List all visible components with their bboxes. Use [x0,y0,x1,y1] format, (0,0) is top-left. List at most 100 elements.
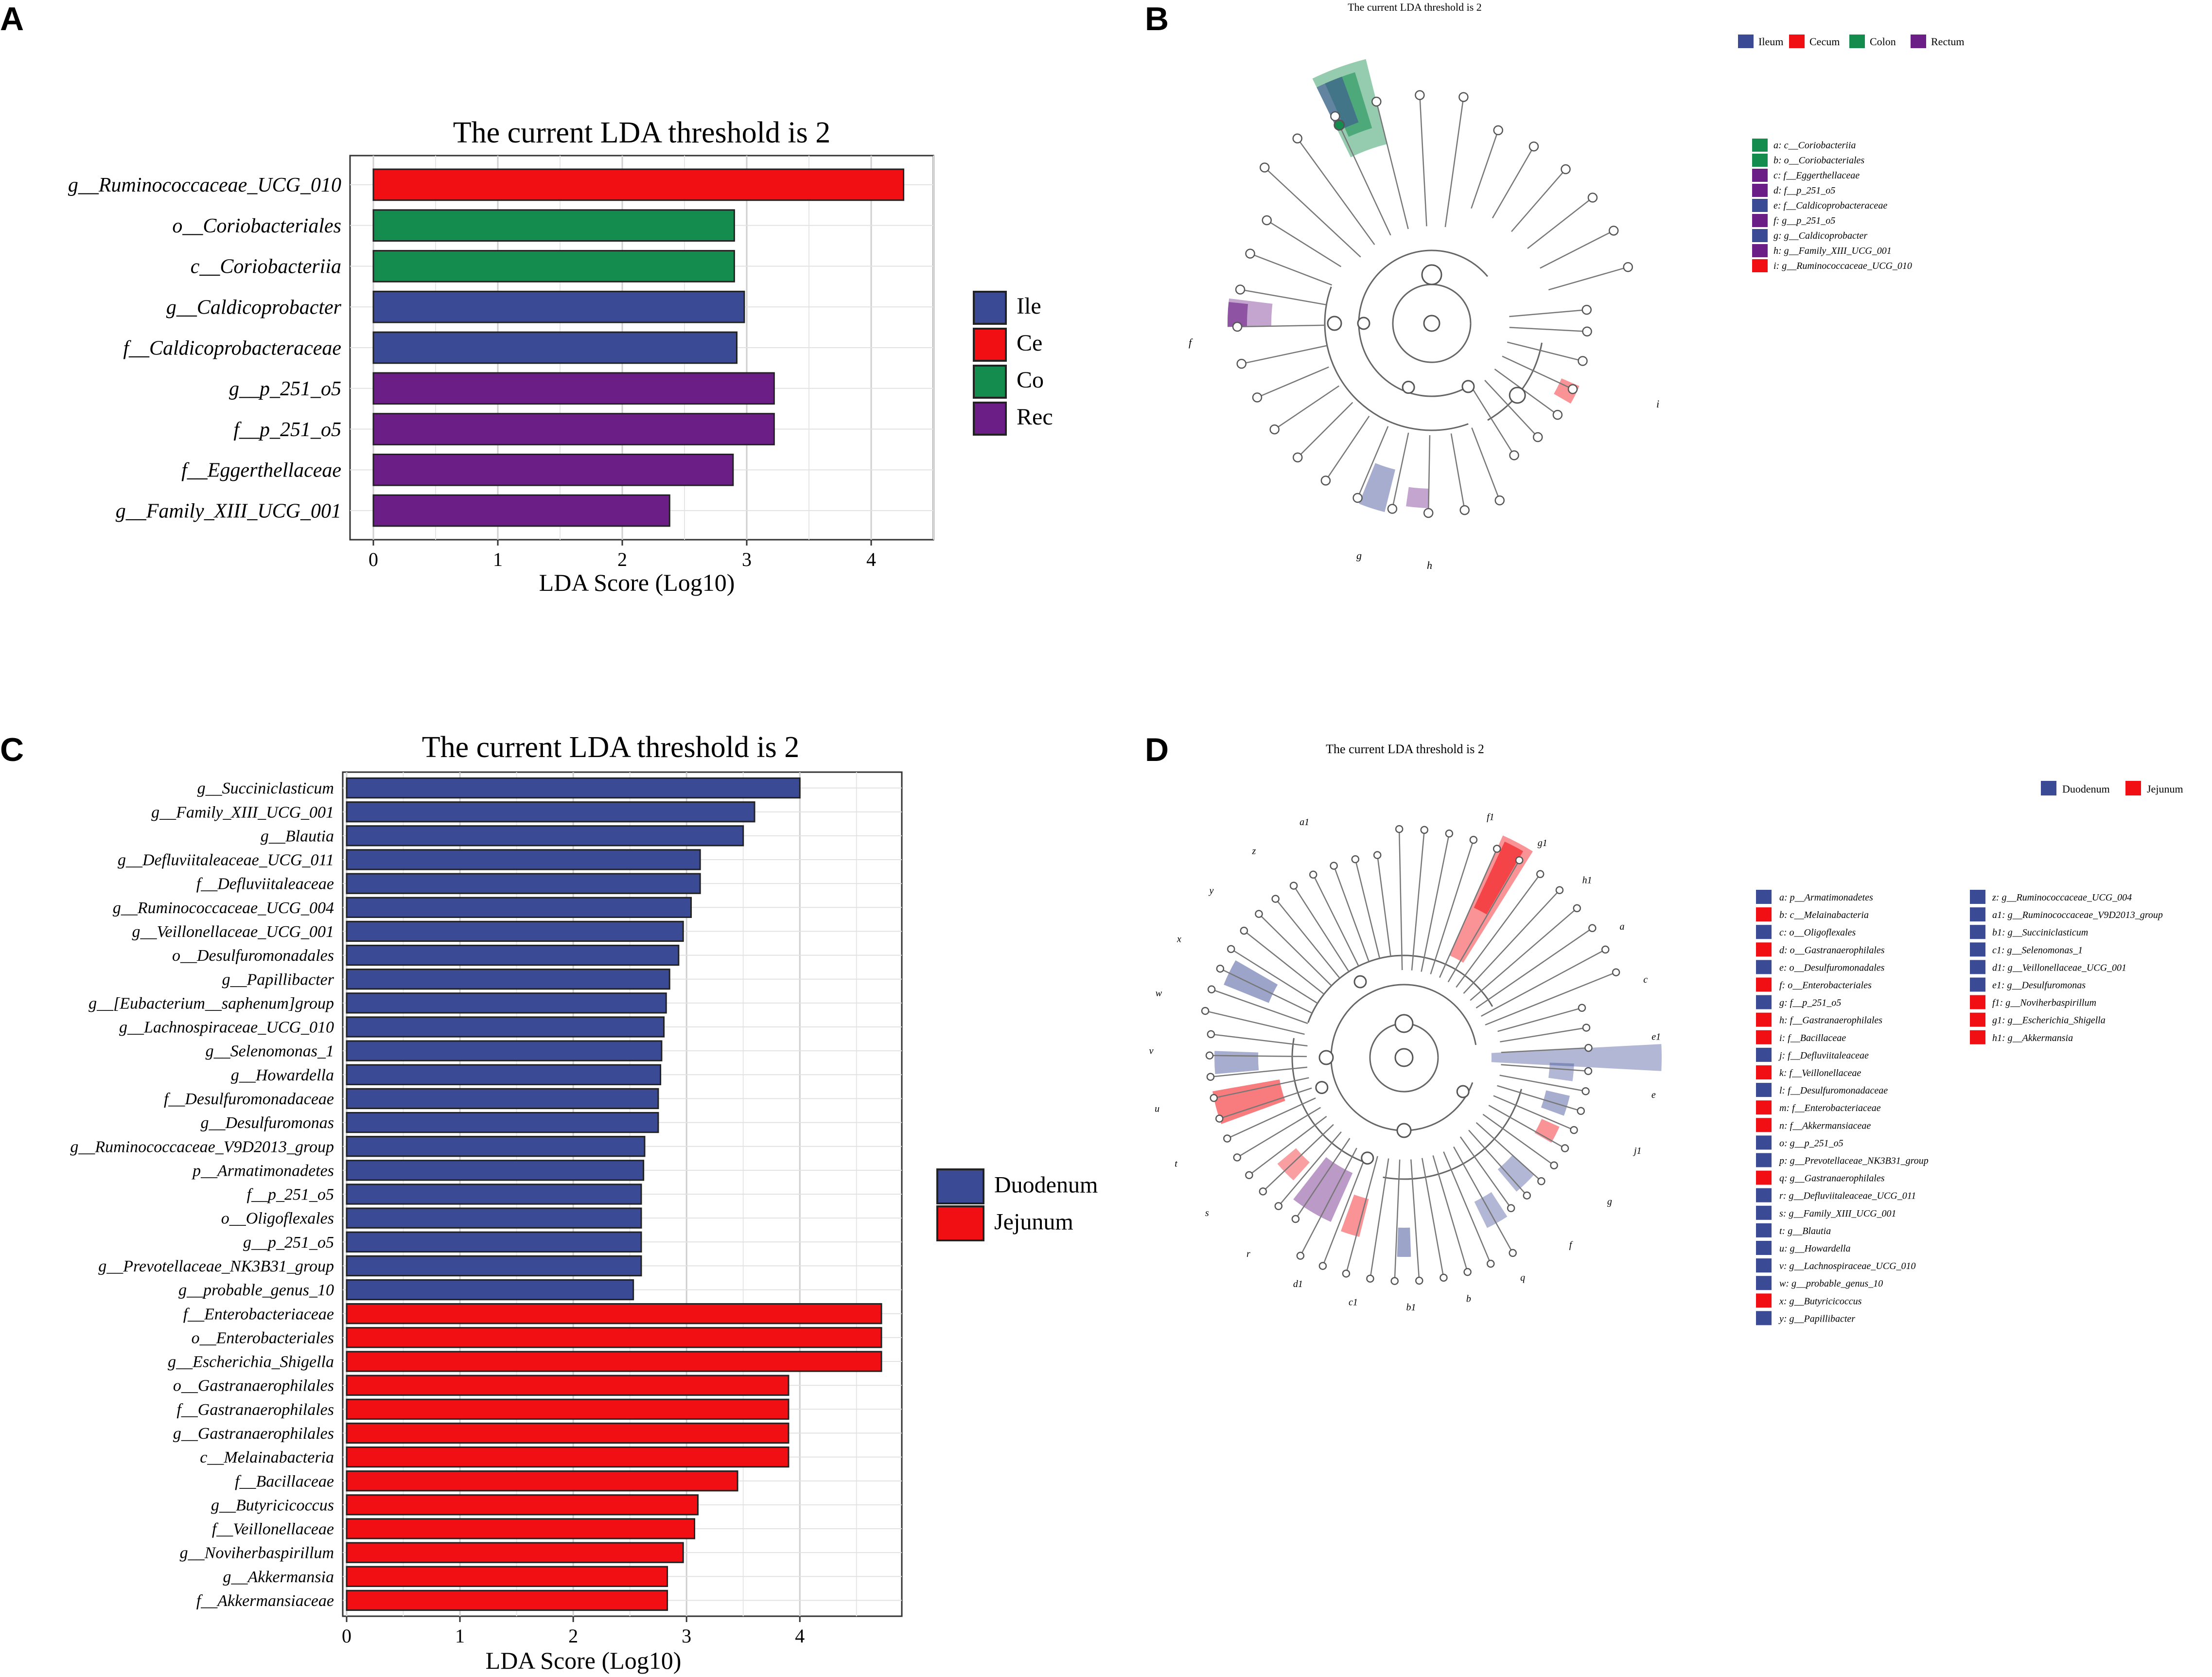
clade-outer-label: c1 [1349,1297,1358,1307]
clade-outer-label: a [1620,921,1625,932]
clade-node [1469,835,1478,844]
taxa-legend-swatch [1756,1276,1772,1290]
clade-outer-label: f [1569,1239,1573,1250]
bar [346,849,701,870]
clade-node [1402,381,1415,394]
bar-label: g__Gastranaerophilales [173,1425,334,1443]
bar [346,1231,642,1253]
group-legend-label: Ileum [1758,35,1783,48]
legend-label: Duodenum [994,1172,1098,1198]
taxa-legend-swatch [1756,1065,1772,1079]
taxa-legend-label: m: f__Enterobacteriaceae [1779,1103,1881,1113]
clade-outer-label: f1 [1487,812,1494,822]
clade-node [1330,862,1338,870]
clade-branch [1264,167,1361,258]
clade-node [1515,856,1524,865]
clade-node [1536,870,1545,878]
clade-branch [1488,1105,1565,1149]
bar-label: g__[Eubacterium__saphenum]group [88,994,334,1012]
clade-node [1201,1006,1210,1015]
bar [372,494,670,527]
panel-d-cladogram: The current LDA threshold is 2 Duodenum J… [1149,742,2183,1325]
clade-node [1507,1204,1515,1212]
clade-node [1210,1094,1218,1102]
taxa-legend-swatch [1970,960,1985,974]
clade-node [1292,452,1303,463]
clade-branch [1439,848,1498,978]
x-tick-label: 1 [455,1625,465,1647]
taxa-legend-label: c: f__Eggerthellaceae [1773,170,1860,181]
clade-node [1420,826,1429,834]
bar-label: f__p_251_o5 [247,1186,334,1204]
clade-node [1415,1276,1423,1285]
clade-branch [1485,971,1616,1026]
bar-label: g__p_251_o5 [243,1234,334,1252]
clade-highlight [1406,487,1429,508]
bar-label: g__Veillonellaceae_UCG_001 [132,923,334,941]
clade-branch [1262,1124,1334,1192]
cladogram-b-title: The current LDA threshold is 2 [1348,1,1482,13]
clade-branch [1472,389,1515,456]
bar [346,1494,699,1516]
bar-label: g__Prevotellaceae_NK3B31_group [98,1257,334,1275]
clade-node [1509,450,1519,460]
legend-label: Co [1017,367,1044,393]
bar-label: g__Selenomonas_1 [206,1042,334,1060]
clade-arc [1369,1023,1439,1093]
clade-branch [1354,859,1381,959]
clade-node [1236,358,1246,369]
clade-node [1351,855,1360,864]
clade-branch [1257,366,1329,398]
taxa-legend-swatch [1756,1083,1772,1097]
clade-root-node [1394,1048,1414,1067]
clade-branch [1527,197,1593,249]
clade-outer-label: d1 [1293,1279,1303,1289]
taxa-legend-swatch [1756,1118,1772,1132]
clade-node [1318,1050,1334,1065]
clade-node [1269,424,1280,435]
group-legend-swatch [1849,35,1865,48]
clade-branch [1398,829,1403,971]
legend-label: Jejunum [994,1209,1073,1235]
taxa-legend-swatch [1756,1223,1772,1237]
bar-label: g__Defluviitaleaceae_UCG_011 [118,851,334,869]
clade-node [1259,1187,1267,1196]
taxa-legend-label: b: c__Melainabacteria [1779,910,1869,920]
clade-branch [1274,385,1340,430]
clade-branch [1345,1156,1378,1274]
clade-branch [1463,889,1560,994]
taxa-legend-swatch [1970,995,1985,1009]
bar [346,1375,790,1396]
bar [346,825,744,847]
group-legend-label: Colon [1870,35,1896,48]
cladogram-b-group-legend: Ileum Cecum Colon Rectum [1738,35,1964,48]
clade-node [1550,1161,1558,1169]
clade-node [1232,321,1243,332]
chart-c-x-ticks: 0 1 2 3 4 [342,1616,805,1647]
clade-branch [1443,1151,1492,1264]
panel-letter-c: C [0,731,24,768]
clade-branch [1241,345,1328,365]
cladogram-d-group-legend: Duodenum Jejunum [2041,781,2183,795]
taxa-legend-swatch [1756,1135,1772,1150]
taxa-legend-label: e1: g__Desulfuromonas [1992,980,2086,991]
clade-highlight [1548,1062,1574,1081]
clade-arc [1330,984,1477,1131]
bar-label: g__Howardella [231,1066,334,1084]
clade-branch [1421,1158,1444,1278]
taxa-legend-label: i: g__Ruminococcaceae_UCG_010 [1773,261,1912,271]
taxa-legend-label: i: f__Bacillaceae [1779,1033,1846,1043]
clade-outer-label: r [1246,1249,1250,1259]
taxa-legend-swatch [1752,244,1768,257]
bar [346,1542,684,1563]
clade-node [1445,830,1454,838]
bar-label: f__Desulfuromonadaceae [164,1090,334,1108]
clade-branch [1297,138,1375,245]
taxa-legend-swatch [1756,1012,1772,1027]
group-legend-swatch [1789,35,1805,48]
clade-branch [1411,830,1425,971]
bar [372,413,775,445]
clade-branch [1492,146,1535,219]
clade-highlight [1474,841,1523,915]
clade-node [1423,508,1434,518]
